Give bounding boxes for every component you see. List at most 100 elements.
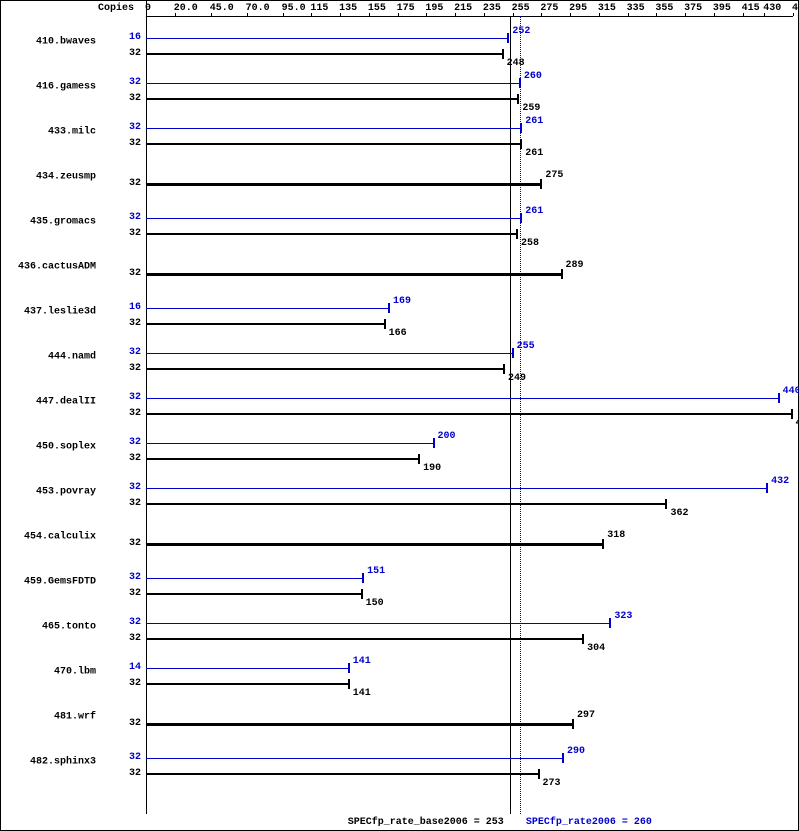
bar-value: 432 <box>771 476 789 487</box>
bar-value: 261 <box>525 148 543 159</box>
bar-line <box>146 593 362 595</box>
copies-label: 32 <box>116 318 141 329</box>
bar-value: 255 <box>517 341 535 352</box>
benchmark-chart: Copies 020.045.070.095.01151351551751952… <box>0 0 799 831</box>
bar-line <box>146 638 583 640</box>
bar-line <box>146 398 779 399</box>
bar-line <box>146 413 792 415</box>
bar-value: 273 <box>543 778 561 789</box>
copies-label: 32 <box>116 178 141 189</box>
bar-cap <box>520 213 522 223</box>
benchmark-label: 470.lbm <box>1 666 96 677</box>
bar-line <box>146 128 521 129</box>
axis-tick: 355 <box>655 3 673 14</box>
bar-cap <box>361 589 363 599</box>
copies-label: 32 <box>116 347 141 358</box>
bar-cap <box>561 269 563 279</box>
benchmark-label: 437.leslie3d <box>1 306 96 317</box>
copies-label: 32 <box>116 453 141 464</box>
copies-label: 32 <box>116 633 141 644</box>
x-axis: 020.045.070.095.011513515517519521523525… <box>146 1 793 17</box>
copies-label: 32 <box>116 212 141 223</box>
bar-line <box>146 353 513 354</box>
benchmark-label: 481.wrf <box>1 711 96 722</box>
axis-tick: 375 <box>684 3 702 14</box>
base-marker-line <box>510 16 511 814</box>
bar-value: 150 <box>366 598 384 609</box>
axis-tick: 175 <box>397 3 415 14</box>
bar-value: 260 <box>524 71 542 82</box>
bar-line <box>146 668 349 669</box>
bar-value: 323 <box>614 611 632 622</box>
bar-cap <box>362 573 364 583</box>
bar-value: 449 <box>796 418 799 429</box>
bar-value: 290 <box>567 746 585 757</box>
bar-cap <box>388 303 390 313</box>
bar-line <box>146 323 385 325</box>
bar-value: 304 <box>587 643 605 654</box>
axis-tick: 155 <box>368 3 386 14</box>
copies-label: 32 <box>116 617 141 628</box>
bar-cap <box>384 319 386 329</box>
bar-line <box>146 758 563 759</box>
axis-tick-mark <box>793 13 794 16</box>
bar-line <box>146 98 518 100</box>
bar-value: 169 <box>393 296 411 307</box>
bar-value: 259 <box>522 103 540 114</box>
copies-label: 32 <box>116 752 141 763</box>
bar-value: 252 <box>512 26 530 37</box>
bar-value: 261 <box>525 206 543 217</box>
bar-value: 166 <box>389 328 407 339</box>
bar-line <box>146 443 434 444</box>
copies-header: Copies <box>98 3 134 14</box>
bar-value: 261 <box>525 116 543 127</box>
bar-value: 248 <box>507 58 525 69</box>
rate-marker-line <box>520 16 521 814</box>
bar-cap <box>602 539 604 549</box>
bar-cap <box>519 78 521 88</box>
axis-tick: 430 <box>763 3 781 14</box>
axis-tick: 115 <box>310 3 328 14</box>
bar-line <box>146 723 573 726</box>
bar-value: 297 <box>577 710 595 721</box>
bar-line <box>146 578 363 579</box>
bar-cap <box>766 483 768 493</box>
copies-label: 32 <box>116 363 141 374</box>
benchmark-label: 435.gromacs <box>1 216 96 227</box>
bar-cap <box>502 49 504 59</box>
benchmark-label: 447.dealII <box>1 396 96 407</box>
bar-value: 141 <box>353 656 371 667</box>
axis-tick: 315 <box>598 3 616 14</box>
axis-tick: 255 <box>512 3 530 14</box>
bar-line <box>146 183 541 186</box>
bar-line <box>146 503 666 505</box>
copies-label: 32 <box>116 138 141 149</box>
bar-cap <box>582 634 584 644</box>
axis-tick: 45.0 <box>210 3 234 14</box>
copies-label: 16 <box>116 302 141 313</box>
bar-cap <box>503 364 505 374</box>
copies-label: 32 <box>116 718 141 729</box>
copies-label: 32 <box>116 93 141 104</box>
bar-line <box>146 773 539 775</box>
axis-tick: 20.0 <box>174 3 198 14</box>
bar-cap <box>512 348 514 358</box>
bar-value: 200 <box>438 431 456 442</box>
axis-tick: 70.0 <box>246 3 270 14</box>
bar-line <box>146 143 521 145</box>
copies-label: 32 <box>116 572 141 583</box>
bar-cap <box>609 618 611 628</box>
bar-line <box>146 368 504 370</box>
bar-line <box>146 83 520 84</box>
benchmark-label: 482.sphinx3 <box>1 756 96 767</box>
bar-line <box>146 53 503 55</box>
bar-line <box>146 38 508 39</box>
bar-line <box>146 683 349 685</box>
rate-marker-label: SPECfp_rate2006 = 260 <box>526 817 652 828</box>
copies-label: 32 <box>116 268 141 279</box>
bar-cap <box>348 663 350 673</box>
benchmark-label: 433.milc <box>1 126 96 137</box>
bar-value: 258 <box>521 238 539 249</box>
bar-cap <box>516 229 518 239</box>
bar-cap <box>538 769 540 779</box>
